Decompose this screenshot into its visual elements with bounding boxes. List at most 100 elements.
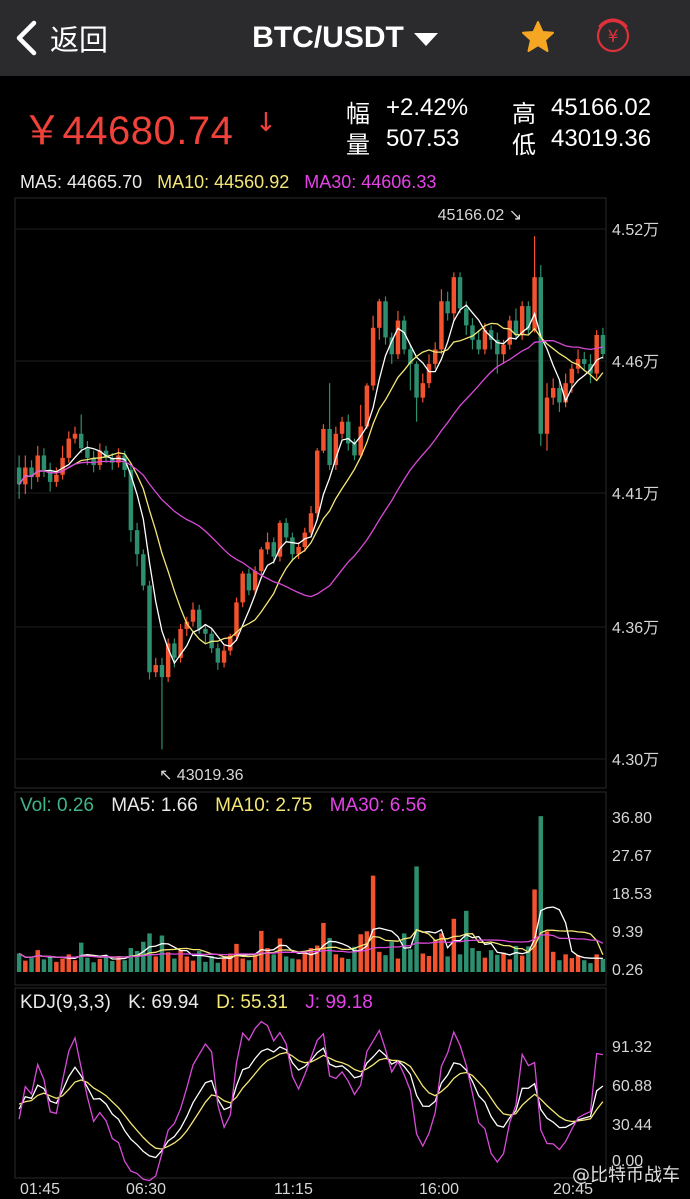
star-icon[interactable] (521, 20, 555, 54)
volume-bar (588, 963, 593, 972)
ma30-value: MA30: 44606.33 (304, 172, 437, 192)
candle-body (507, 320, 512, 345)
volume-bar (358, 934, 363, 972)
volume-bar (401, 933, 407, 972)
volume-bar (383, 955, 388, 972)
volume-bar (85, 957, 90, 972)
candle-body (290, 537, 295, 555)
last-price: ￥44680.74 (22, 109, 234, 153)
volume-bar (302, 951, 308, 972)
candle-body (408, 349, 413, 364)
volume-bar (265, 948, 270, 972)
volume-bar (97, 958, 103, 972)
candle-body (352, 443, 357, 456)
candle-body (358, 426, 363, 456)
change-label: 幅 (346, 100, 370, 128)
candle-body (178, 628, 183, 658)
change-value: +2.42% (386, 94, 469, 121)
candle-body (16, 467, 22, 485)
back-button[interactable]: 返回 (14, 18, 108, 58)
volume-bar (352, 946, 357, 972)
volume-value: 507.53 (386, 125, 460, 152)
candle-body (122, 455, 127, 470)
kdj-j-value: J: 99.18 (305, 992, 373, 1013)
volume-bar (141, 941, 146, 972)
price-axis-label: 4.41万 (612, 486, 659, 503)
volume-bar (495, 954, 500, 972)
back-chevron-icon (16, 20, 37, 56)
candle-body (519, 306, 525, 335)
low-price-marker: ↖ 43019.36 (159, 767, 244, 784)
candle-body (470, 325, 475, 340)
top-nav-bar: 返回 BTC/USDT ¥ (0, 0, 690, 76)
volume-bar (165, 952, 171, 972)
kdj-k-line (18, 1046, 604, 1159)
volume-bar (47, 956, 53, 972)
volume-axis-label: 36.80 (612, 810, 652, 827)
candle-body (60, 457, 65, 475)
volume-bar (439, 933, 444, 972)
volume-bar (370, 875, 376, 972)
high-price-marker: 45166.02 ↘ (438, 207, 523, 224)
volume-bar (346, 958, 351, 972)
candle-body (159, 665, 165, 678)
candle-body (172, 643, 177, 658)
candle-body (327, 428, 332, 466)
volume-bar (134, 950, 140, 972)
volume-bar (221, 958, 227, 972)
volume-bar (575, 955, 581, 972)
pair-selector[interactable]: BTC/USDT (0, 18, 690, 58)
kdj-panel-frame (14, 987, 607, 1179)
volume-bar (488, 950, 494, 972)
candle-body (190, 609, 196, 622)
volume-bar (526, 946, 531, 972)
volume-bar (60, 958, 65, 972)
ma-legend: MA5: 44665.70 MA10: 44560.92 MA30: 44606… (20, 172, 446, 193)
volume-bar (600, 958, 606, 972)
candle-body (302, 532, 308, 547)
watermark: @比特币战车 (572, 1165, 680, 1186)
volume-bar (482, 957, 488, 972)
volume-bar (23, 960, 28, 972)
volume-bar (339, 957, 345, 972)
candle-body (501, 344, 506, 355)
candle-body (544, 397, 550, 434)
candle-body (66, 438, 72, 458)
volume-label: 量 (346, 131, 370, 159)
volume-bar (408, 949, 413, 972)
volume-bar (321, 922, 326, 972)
kdj-axis-label: 91.32 (612, 1039, 652, 1056)
candle-body (47, 469, 53, 482)
low-label: 低 (512, 131, 536, 159)
volume-bar (41, 959, 47, 972)
candle-body (526, 306, 531, 331)
pair-title: BTC/USDT (252, 21, 404, 54)
candle-body (252, 571, 258, 591)
volume-bar (470, 948, 475, 972)
candle-body (215, 648, 221, 663)
volume-panel-frame (14, 791, 607, 986)
volume-bar (569, 958, 575, 972)
candle-body (203, 628, 208, 634)
volume-bar (464, 910, 469, 972)
candle-body (495, 339, 500, 355)
candle-body (153, 665, 158, 673)
candle-body (488, 330, 494, 340)
volume-bar (252, 954, 258, 972)
volume-bar (333, 954, 339, 972)
volume-bar (532, 889, 537, 972)
volume-bar (476, 950, 481, 972)
volume-bar (184, 956, 190, 972)
volume-bar (78, 942, 84, 972)
volume-bar (54, 961, 59, 972)
candle-body (532, 277, 537, 331)
candle-body (538, 277, 544, 434)
volume-bar (414, 866, 419, 972)
time-label-1: 01:45 (20, 1181, 61, 1198)
candle-body (128, 469, 134, 531)
candle-body (401, 320, 407, 350)
vol-ma30-value: MA30: 6.56 (329, 795, 427, 816)
candle-body (476, 339, 481, 350)
rmb-currency-icon[interactable]: ¥ (594, 17, 632, 55)
